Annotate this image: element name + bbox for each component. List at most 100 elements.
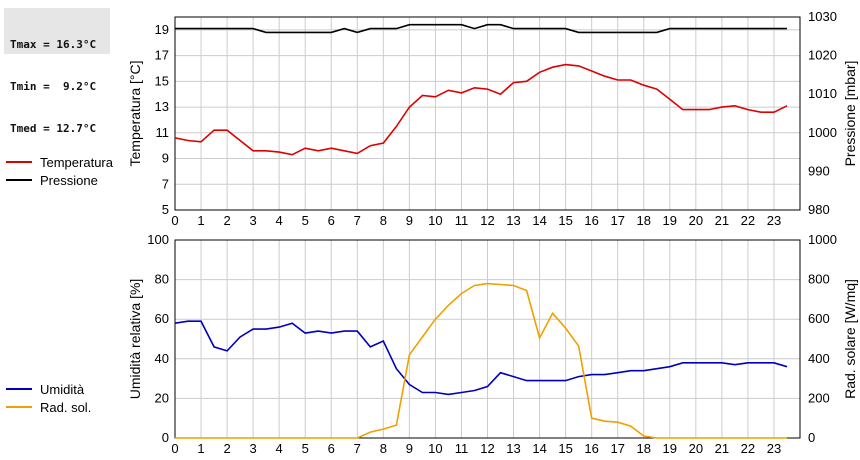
- legend-item-pressione: Pressione: [6, 171, 113, 189]
- y2-tick-label: 1010: [808, 86, 837, 101]
- x-tick-label: 7: [354, 213, 361, 228]
- stats-tmax: Tmax = 16.3°C: [10, 38, 97, 51]
- stats-tmed: Tmed = 12.7°C: [10, 122, 97, 135]
- y2-tick-label: 0: [808, 430, 815, 445]
- legend-swatch-pressione: [6, 179, 32, 181]
- x-tick-label: 6: [328, 213, 335, 228]
- x-tick-label: 18: [637, 441, 651, 456]
- x-tick-label: 3: [250, 441, 257, 456]
- x-tick-label: 2: [223, 213, 230, 228]
- x-tick-label: 20: [689, 213, 703, 228]
- y-tick-label: 20: [155, 390, 169, 405]
- x-tick-label: 19: [663, 441, 677, 456]
- legend-swatch-temperatura: [6, 161, 32, 163]
- x-tick-label: 4: [276, 213, 283, 228]
- legend-label-temperatura: Temperatura: [40, 154, 113, 170]
- y-tick-label: 80: [155, 272, 169, 287]
- y2-tick-label: 200: [808, 390, 830, 405]
- x-tick-label: 10: [428, 213, 442, 228]
- y-tick-label: 0: [162, 430, 169, 445]
- y2-tick-label: 800: [808, 272, 830, 287]
- series-line-temperatura: [174, 63, 788, 156]
- y-axis-title: Temperatura [°C]: [127, 61, 143, 167]
- x-tick-label: 13: [506, 441, 520, 456]
- x-tick-label: 9: [406, 441, 413, 456]
- x-tick-label: 5: [302, 441, 309, 456]
- y2-axis-title: Pressione [mbar]: [842, 61, 858, 167]
- x-tick-label: 22: [741, 441, 755, 456]
- x-tick-label: 17: [610, 213, 624, 228]
- y-tick-label: 13: [155, 99, 169, 114]
- x-tick-label: 17: [610, 441, 624, 456]
- y-tick-label: 17: [155, 48, 169, 63]
- x-tick-label: 9: [406, 213, 413, 228]
- x-tick-label: 19: [663, 213, 677, 228]
- series-line-pressione: [175, 23, 787, 34]
- y2-axis-title: Rad. solare [W/mq]: [842, 279, 858, 399]
- x-tick-label: 14: [532, 213, 546, 228]
- plot-frame: [174, 239, 801, 439]
- x-tick-label: 1: [197, 441, 204, 456]
- x-tick-label: 4: [276, 441, 283, 456]
- series-line-rad-sol: [175, 282, 787, 439]
- legend-label-pressione: Pressione: [40, 172, 98, 188]
- x-tick-label: 5: [302, 213, 309, 228]
- y2-tick-label: 1000: [808, 125, 837, 140]
- x-tick-label: 15: [558, 213, 572, 228]
- x-tick-label: 23: [767, 441, 781, 456]
- y2-tick-label: 990: [808, 163, 830, 178]
- x-tick-label: 0: [171, 441, 178, 456]
- y2-tick-label: 1020: [808, 48, 837, 63]
- y-tick-label: 60: [155, 311, 169, 326]
- legend-item-rad-sol: Rad. sol.: [6, 398, 91, 416]
- x-tick-label: 16: [584, 441, 598, 456]
- y-tick-label: 100: [147, 232, 169, 247]
- legend-item-umidita: Umidità: [6, 380, 91, 398]
- x-tick-label: 2: [223, 441, 230, 456]
- y2-tick-label: 400: [808, 351, 830, 366]
- plot-frame: [174, 16, 801, 211]
- y-tick-label: 15: [155, 73, 169, 88]
- x-tick-label: 8: [380, 213, 387, 228]
- legend-bottom: Umidità Rad. sol.: [6, 380, 91, 416]
- legend-top: Temperatura Pressione: [6, 153, 113, 189]
- x-tick-label: 20: [689, 441, 703, 456]
- y-tick-label: 19: [155, 22, 169, 37]
- x-tick-label: 22: [741, 213, 755, 228]
- stats-tmin: Tmin = 9.2°C: [10, 80, 97, 93]
- x-tick-label: 21: [715, 441, 729, 456]
- legend-item-temperatura: Temperatura: [6, 153, 113, 171]
- x-tick-label: 1: [197, 213, 204, 228]
- legend-label-umidita: Umidità: [40, 381, 85, 397]
- legend-swatch-umidita: [6, 388, 32, 390]
- y-tick-label: 9: [162, 151, 169, 166]
- y-tick-label: 5: [162, 202, 169, 217]
- x-tick-label: 8: [380, 441, 387, 456]
- legend-label-rad-sol: Rad. sol.: [40, 399, 92, 415]
- x-tick-label: 13: [506, 213, 520, 228]
- x-tick-label: 11: [455, 441, 469, 456]
- y2-tick-label: 1030: [808, 9, 837, 24]
- x-tick-label: 6: [328, 441, 335, 456]
- legend-swatch-rad-sol: [6, 406, 32, 408]
- x-tick-label: 18: [637, 213, 651, 228]
- y2-tick-label: 1000: [808, 232, 837, 247]
- x-tick-label: 23: [767, 213, 781, 228]
- series-line-umidit: [174, 320, 788, 396]
- y2-tick-label: 600: [808, 311, 830, 326]
- x-tick-label: 16: [584, 213, 598, 228]
- x-tick-label: 0: [171, 213, 178, 228]
- x-tick-label: 15: [558, 441, 572, 456]
- x-tick-label: 3: [250, 213, 257, 228]
- stats-box: Tmax = 16.3°C Tmin = 9.2°C Tmed = 12.7°C: [4, 8, 110, 135]
- x-tick-label: 12: [480, 441, 494, 456]
- y2-tick-label: 980: [808, 202, 830, 217]
- x-tick-label: 21: [715, 213, 729, 228]
- y-tick-label: 7: [162, 176, 169, 191]
- x-tick-label: 7: [354, 441, 361, 456]
- x-tick-label: 12: [480, 213, 494, 228]
- x-tick-label: 11: [455, 213, 469, 228]
- y-tick-label: 11: [156, 125, 170, 140]
- y-axis-title: Umidità relativa [%]: [127, 279, 143, 400]
